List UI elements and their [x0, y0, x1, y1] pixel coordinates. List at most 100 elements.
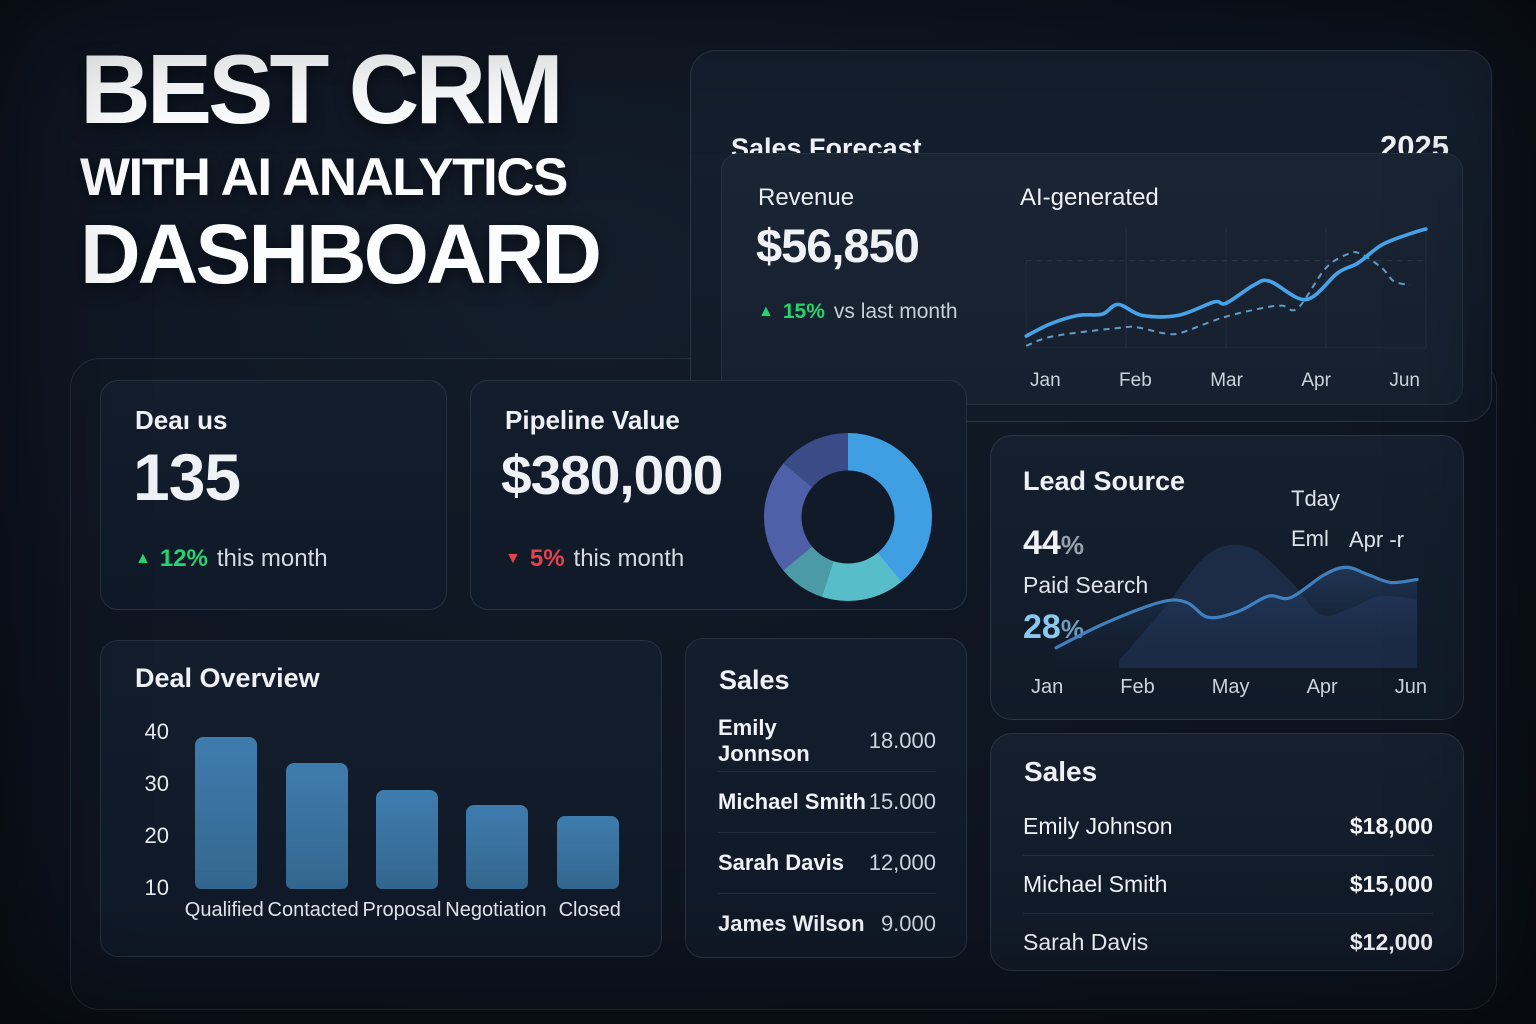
arrow-up-icon: ▲ [758, 303, 774, 320]
sales-amount: $18,000 [1349, 813, 1433, 839]
sales-forecast-card: Revenue $56,850 ▲ 15% vs last month AI-g… [721, 153, 1463, 405]
lead-source-primary-label: Paid Search [1023, 572, 1149, 598]
lead-source-legend-2: Eml [1291, 526, 1329, 551]
lead-source-primary-unit: % [1060, 530, 1084, 560]
lead-source-primary-value: 44 [1023, 524, 1061, 562]
sales-list-rows: Emily Jonnson 18.000 Michael Smith 15.000 Sa… [718, 711, 936, 954]
month-label: Feb [1120, 676, 1155, 698]
sales-summary-title: Sales [1024, 756, 1098, 787]
person-name: James Wilson [718, 911, 865, 936]
list-item: Emily Jonnson 18.000 [718, 711, 936, 771]
list-item: James Wilson 9.000 [718, 893, 936, 954]
y-tick-label: 40 [144, 719, 169, 744]
sales-amount: $12,000 [1349, 929, 1433, 955]
month-label: Feb [1119, 370, 1152, 391]
bar [466, 805, 529, 889]
person-name: Emily Johnson [1023, 813, 1173, 839]
person-name: Michael Smith [1023, 871, 1168, 897]
revenue-delta-value: 15% [782, 300, 825, 323]
deal-overview-bar-chart [181, 725, 633, 889]
person-name: Emily Jonnson [718, 715, 810, 766]
list-item: Emily Johnson $18,000 [1023, 798, 1433, 855]
deal-status-card: Deaı us 135 ▲ 12% this month [100, 380, 447, 610]
bar [195, 737, 258, 889]
arrow-up-icon: ▲ [135, 550, 151, 567]
ai-generated-label: AI-generated [1020, 184, 1159, 211]
sales-amount: 15.000 [868, 789, 936, 814]
lead-source-legend-3: Apr -r [1349, 527, 1404, 552]
x-category-label: Proposal [362, 899, 442, 921]
sales-amount: 18.000 [868, 728, 936, 753]
pipeline-delta: ▼ 5% this month [505, 545, 684, 573]
deal-status-value: 135 [133, 440, 241, 514]
sales-summary-rows: Emily Johnson $18,000 Michael Smith $15,000… [1023, 798, 1433, 971]
list-item: Sarah Davis 12,000 [718, 832, 936, 893]
x-category-label: Closed [558, 899, 621, 921]
bar-column [181, 725, 271, 889]
forecast-month-axis: Jan Feb Mar Apr Jun [1018, 370, 1430, 392]
revenue-label: Revenue [758, 184, 855, 211]
deal-status-delta-value: 12% [159, 545, 208, 572]
sales-summary-panel: Sales Emily Johnson $18,000 Michael Smith $… [990, 733, 1464, 971]
sales-amount: 12,000 [868, 850, 936, 875]
deal-status-delta: ▲ 12% this month [135, 545, 328, 573]
lead-source-month-axis: Jan Feb May Apr Jun [1031, 676, 1427, 699]
lead-source-area-chart [1041, 496, 1421, 674]
y-tick-label: 10 [144, 875, 169, 900]
pipeline-value: $380,000 [501, 444, 723, 506]
month-label: Jun [1389, 370, 1420, 391]
pipeline-delta-value: 5% [529, 545, 565, 572]
sales-amount: $15,000 [1349, 871, 1433, 897]
bar-column [362, 725, 452, 889]
deal-overview-y-axis: 40 30 20 10 [125, 721, 169, 899]
arrow-down-icon: ▼ [505, 550, 521, 567]
lead-source-panel: Lead Source 44% Paid Search 28% Tday Eml… [990, 435, 1464, 720]
x-category-label: Negotiation [445, 899, 547, 921]
forecast-line-chart [1018, 216, 1430, 360]
revenue-delta-suffix: vs last month [833, 300, 958, 323]
month-label: Jun [1394, 676, 1427, 698]
month-label: Mar [1210, 370, 1243, 391]
month-label: Jan [1030, 370, 1061, 391]
sales-amount: 9.000 [880, 911, 936, 936]
revenue-delta: ▲ 15% vs last month [758, 300, 958, 324]
y-tick-label: 30 [144, 771, 169, 796]
sales-list-title: Sales [719, 665, 790, 695]
pipeline-title: Pipeline Value [505, 405, 680, 435]
bar-column [543, 725, 633, 889]
pipeline-value-card: Pipeline Value $380,000 ▼ 5% this month [470, 380, 967, 610]
bar [556, 816, 619, 889]
month-label: Jan [1031, 676, 1064, 698]
lead-source-area-chart-svg [1054, 544, 1419, 668]
hero-title: BEST CRM WITH AI ANALYTICS DASHBOARD [80, 34, 700, 296]
hero-line-1: BEST CRM [80, 34, 564, 144]
lead-source-secondary-value: 28 [1023, 608, 1061, 646]
forecast-line-chart-svg [1024, 227, 1428, 349]
list-item: Michael Smith 15.000 [718, 771, 936, 832]
revenue-value: $56,850 [756, 219, 920, 272]
person-name: Sarah Davis [718, 850, 844, 875]
lead-source-primary-pct: 44% [1023, 524, 1084, 563]
deal-status-title: Deaı us [135, 405, 228, 435]
month-label: Apr [1306, 676, 1338, 698]
list-item: Michael Smith $15,000 [1023, 855, 1433, 913]
deal-overview-x-axis: Qualified Contacted Proposal Negotiation Clo… [181, 899, 633, 922]
deal-overview-card: Deal Overview 40 30 20 10 Qualified Contacte… [100, 640, 662, 957]
deal-status-delta-suffix: this month [216, 545, 328, 572]
lead-source-title: Lead Source [1023, 466, 1186, 496]
x-category-label: Qualified [184, 899, 264, 921]
y-tick-label: 20 [144, 823, 169, 848]
hero-line-2: WITH AI ANALYTICS [80, 147, 568, 207]
bar-column [452, 725, 542, 889]
sales-list-card: Sales Emily Jonnson 18.000 Michael Smith 15… [685, 638, 967, 958]
bar-column [271, 725, 361, 889]
x-category-label: Contacted [267, 899, 359, 921]
bar [376, 790, 439, 889]
list-item: Sarah Davis $12,000 [1023, 913, 1433, 971]
lead-source-legend-1: Tday [1291, 486, 1340, 511]
month-label: Apr [1301, 370, 1331, 391]
pipeline-delta-suffix: this month [573, 545, 685, 572]
month-label: May [1211, 676, 1250, 698]
pipeline-donut-chart [764, 433, 932, 601]
